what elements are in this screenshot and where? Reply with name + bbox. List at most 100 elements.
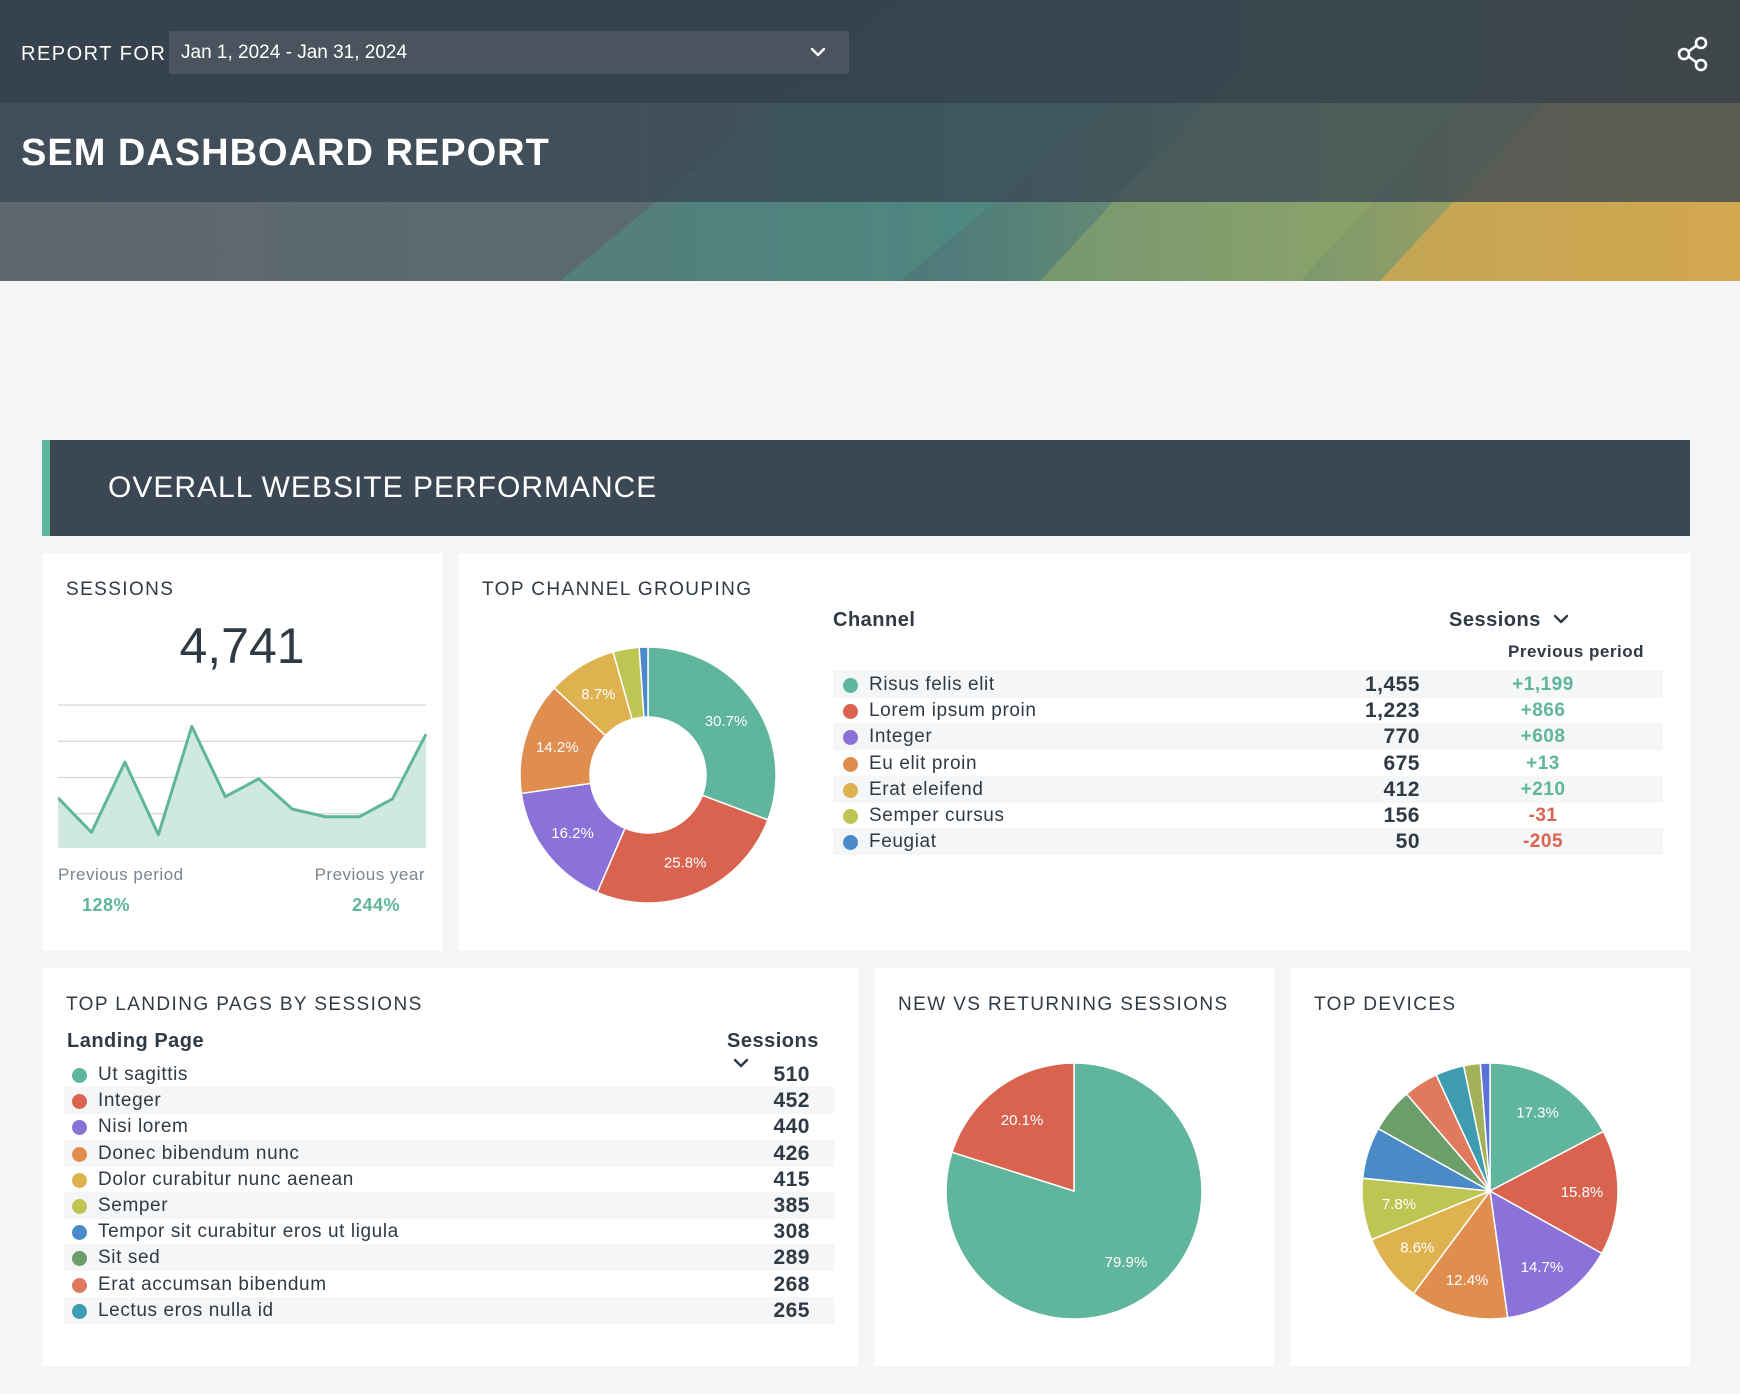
landing-page-label: Semper [98, 1195, 169, 1216]
pie-slice [1412, 1189, 1509, 1320]
pie-slice [1489, 1062, 1605, 1193]
top-devices-pie: 17.3% 15.8% 14.7% 12.4% 8.6% 7.8% [1361, 1062, 1619, 1320]
section-header: OVERALL WEBSITE PERFORMANCE [42, 440, 1690, 536]
channel-delta: -205 [1522, 831, 1564, 853]
landing-page-sessions: 426 [773, 1141, 810, 1165]
legend-dot [72, 1068, 87, 1083]
channel-sessions: 770 [1383, 725, 1420, 749]
table-row: Semper 385 [64, 1192, 834, 1219]
landing-page-label: Nisi lorem [98, 1116, 189, 1138]
new-vs-returning-title: NEW VS RETURNING SESSIONS [898, 994, 1229, 1015]
new-vs-returning-card: NEW VS RETURNING SESSIONS 79.9% 20.1% [874, 968, 1274, 1366]
table-row: Integer 770 +608 [833, 723, 1663, 751]
channel-sessions: 156 [1383, 804, 1420, 827]
pie-slice [596, 794, 769, 904]
landing-page-sessions: 265 [773, 1298, 810, 1322]
pie-slice [951, 1062, 1075, 1193]
slice-label: 16.2% [551, 825, 594, 842]
previous-year-label: Previous year [314, 865, 425, 884]
legend-dot [843, 835, 858, 851]
previous-period-column-header: Previous period [1508, 642, 1644, 661]
top-channel-card-title: TOP CHANNEL GROUPING [482, 579, 753, 600]
slice-label: 8.6% [1400, 1239, 1434, 1256]
legend-dot [843, 678, 858, 693]
channel-sessions: 50 [1395, 830, 1420, 854]
legend-dot [843, 704, 858, 720]
channel-delta: +13 [1526, 752, 1560, 774]
landing-page-sessions: 289 [773, 1246, 810, 1270]
landing-sessions-column-label: Sessions [727, 1030, 819, 1052]
channel-sessions: 1,455 [1364, 673, 1420, 696]
sessions-card-title: SESSIONS [66, 579, 175, 600]
previous-period-label: Previous period [58, 865, 184, 884]
date-range-select[interactable]: Jan 1, 2024 - Jan 31, 2024 [169, 31, 849, 74]
slice-label: 30.7% [705, 713, 748, 730]
table-row: Lectus eros nulla id 265 [64, 1296, 834, 1324]
legend-dot [72, 1120, 87, 1136]
table-row: Nisi lorem 440 [64, 1113, 834, 1140]
legend-dot [72, 1225, 87, 1241]
table-row: Feugiat 50 -205 [833, 828, 1663, 856]
section-title: OVERALL WEBSITE PERFORMANCE [108, 471, 658, 504]
channel-sessions: 675 [1383, 751, 1420, 775]
pie-slice [1488, 1130, 1619, 1255]
sessions-sort-header[interactable]: Sessions [1449, 609, 1569, 632]
header-banner: REPORT FOR Jan 1, 2024 - Jan 31, 2024 SE… [0, 0, 1740, 281]
slice-label: 8.7% [581, 686, 615, 703]
slice-label: 7.8% [1382, 1196, 1416, 1213]
legend-dot [72, 1172, 87, 1188]
table-row: Erat eleifend 412 +210 [833, 775, 1663, 803]
table-row: Lorem ipsum proin 1,223 +866 [833, 697, 1663, 724]
date-range-value: Jan 1, 2024 - Jan 31, 2024 [181, 42, 408, 63]
pie-slice [1479, 1062, 1491, 1192]
landing-card-title: TOP LANDING PAGS BY SESSIONS [66, 994, 423, 1015]
landing-page-label: Sit sed [98, 1247, 161, 1269]
legend-dot [843, 809, 858, 824]
top-landing-pages-card: TOP LANDING PAGS BY SESSIONS Landing Pag… [42, 968, 858, 1366]
chevron-down-icon [1553, 614, 1569, 624]
landing-page-sessions: 440 [773, 1115, 810, 1139]
slice-label: 15.8% [1561, 1184, 1604, 1201]
legend-dot [72, 1303, 87, 1319]
slice-label: 14.2% [536, 739, 579, 756]
channel-delta: -31 [1528, 805, 1558, 826]
channel-label: Feugiat [869, 831, 937, 853]
landing-page-label: Erat accumsan bibendum [98, 1273, 327, 1295]
legend-dot [72, 1251, 87, 1267]
landing-sessions-sort-header[interactable]: Sessions [727, 1030, 834, 1076]
sessions-sparkline [58, 704, 428, 848]
channel-sessions: 1,223 [1364, 699, 1420, 723]
channel-donut-chart: 30.7% 25.8% 16.2% 14.2% 8.7% [519, 646, 777, 904]
landing-page-sessions: 268 [773, 1272, 810, 1296]
legend-dot [843, 782, 858, 798]
landing-page-column-header: Landing Page [67, 1030, 205, 1052]
sessions-card: SESSIONS 4,741 Previous period 128% Prev… [42, 553, 442, 951]
table-row: Tempor sit curabitur eros ut ligula 308 [64, 1218, 834, 1245]
landing-page-label: Dolor curabitur nunc aenean [98, 1168, 354, 1190]
channel-delta: +1,199 [1512, 674, 1574, 695]
legend-dot [843, 756, 858, 772]
channel-delta: +866 [1520, 700, 1566, 722]
share-icon[interactable] [1677, 36, 1709, 72]
channel-label: Risus felis elit [869, 674, 995, 695]
channel-label: Integer [869, 726, 933, 748]
pie-slice [1489, 1189, 1603, 1319]
slice-label: 25.8% [664, 854, 707, 871]
top-devices-title: TOP DEVICES [1314, 994, 1457, 1015]
table-row: Ut sagittis 510 [64, 1061, 834, 1088]
slice-label: 14.7% [1521, 1259, 1564, 1276]
landing-page-sessions: 308 [773, 1220, 810, 1244]
table-row: Risus felis elit 1,455 +1,199 [833, 671, 1663, 698]
sessions-column-label: Sessions [1449, 609, 1541, 631]
channel-delta: +608 [1520, 726, 1566, 748]
chevron-down-icon [810, 47, 826, 57]
landing-page-label: Donec bibendum nunc [98, 1142, 300, 1164]
table-row: Donec bibendum nunc 426 [64, 1139, 834, 1167]
landing-page-label: Tempor sit curabitur eros ut ligula [98, 1221, 399, 1243]
previous-period-value: 128% [82, 895, 131, 915]
channel-label: Lorem ipsum proin [869, 700, 1037, 722]
landing-page-label: Ut sagittis [98, 1064, 189, 1085]
channel-sessions: 412 [1383, 777, 1420, 801]
legend-dot [72, 1277, 87, 1293]
legend-dot [72, 1146, 87, 1162]
